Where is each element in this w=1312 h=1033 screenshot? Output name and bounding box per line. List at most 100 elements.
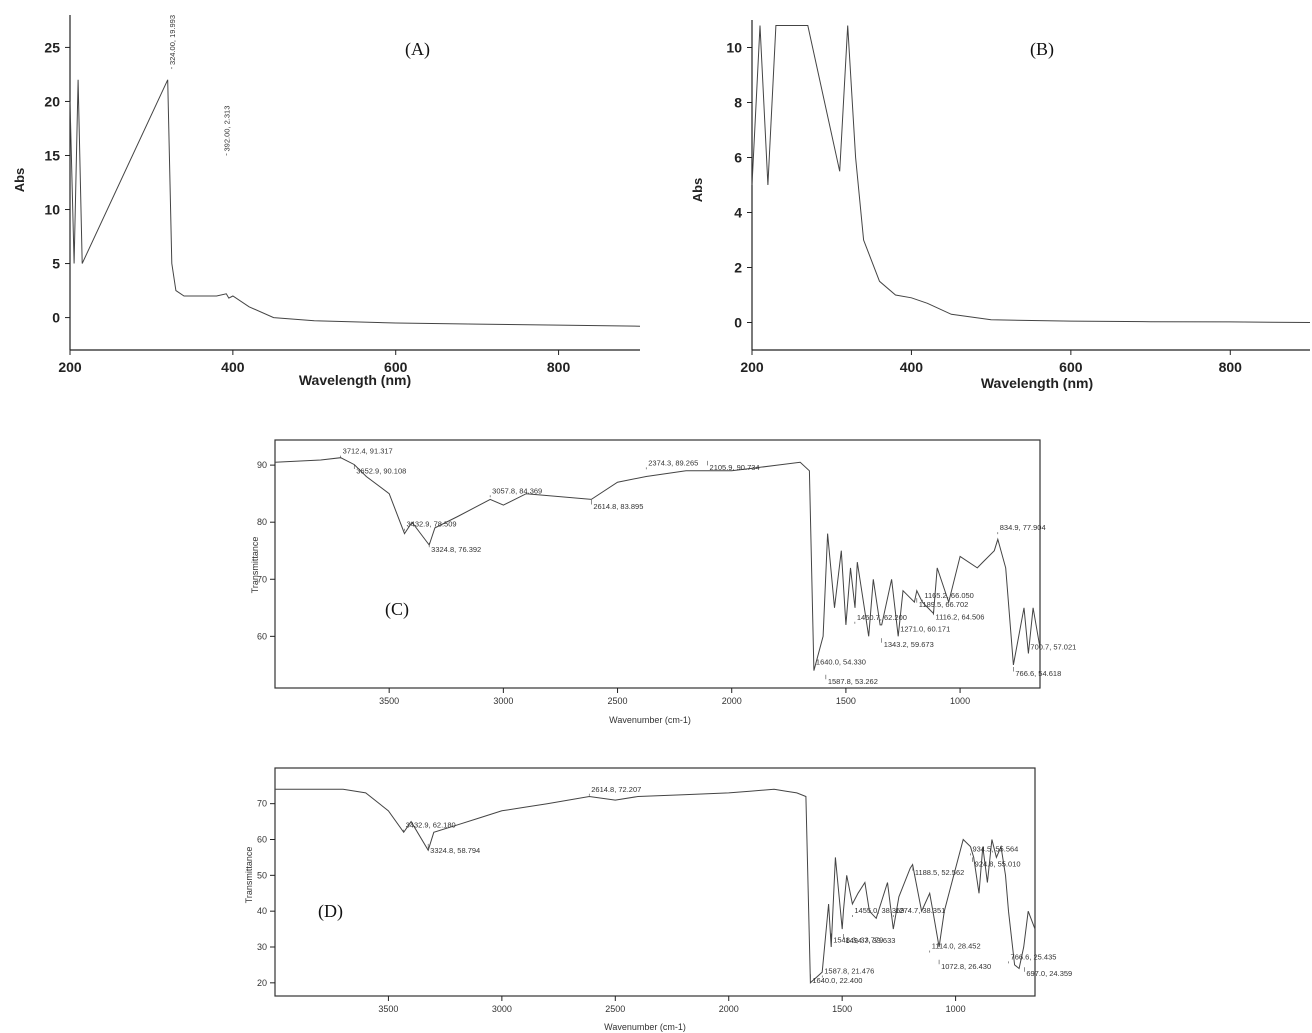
peak-label: 766.6, 54.618: [1015, 669, 1061, 678]
panel-a-spectrum-line: [69, 79, 641, 327]
panel-c: 3500 3000 2500 2000 1500 1000 60 70 80 90 Wavenum…: [250, 439, 1076, 725]
y-tick-label: 50: [257, 870, 267, 880]
y-tick-label: 10: [44, 202, 60, 218]
peak-label: 3432.9, 62.180: [406, 821, 456, 830]
panel-c-ylabel: Transmittance: [250, 537, 260, 594]
peak-label: 700.7, 57.021: [1030, 642, 1076, 651]
peak-label: 1165.2, 66.050: [924, 591, 974, 600]
y-tick-label: 5: [52, 256, 60, 272]
peak-label: 697.0, 24.359: [1026, 969, 1072, 978]
peak-label: 1189.5, 66.702: [919, 600, 969, 609]
y-tick-label: 6: [734, 150, 742, 166]
panel-a-title: (A): [405, 39, 430, 60]
peak-label: 3432.9, 78.509: [407, 520, 457, 529]
peak-label: 834.9, 77.904: [1000, 523, 1046, 532]
panel-d-ylabel: Transmittance: [244, 847, 254, 904]
panel-a-peak-labels: 324.00, 19.993 392.00, 2.313: [168, 15, 231, 156]
panel-d-spectrum-line: [275, 788, 1036, 984]
peak-label: 1343.2, 59.673: [884, 640, 934, 649]
x-tick-label: 3500: [379, 696, 399, 706]
x-tick-label: 200: [58, 359, 82, 375]
y-tick-label: 10: [726, 40, 742, 56]
peak-label: 3652.9, 90.108: [356, 467, 406, 476]
y-tick-label: 70: [257, 799, 267, 809]
x-tick-label: 1500: [836, 696, 856, 706]
y-tick-label: 4: [734, 205, 742, 221]
panel-c-title: (C): [385, 599, 409, 620]
y-tick-label: 25: [44, 39, 60, 55]
peak-label: 1640.0, 54.330: [816, 658, 866, 667]
panel-b-xlabel: Wavelength (nm): [981, 375, 1093, 391]
panel-a-ticks: 200 400 600 800 0 5 10 15 20 25: [44, 39, 570, 375]
peak-label: 392.00, 2.313: [222, 106, 231, 152]
peak-label: 1114.0, 28.452: [932, 942, 981, 951]
x-tick-label: 200: [740, 359, 764, 375]
peak-label: 3057.8, 84.369: [492, 486, 542, 495]
y-tick-label: 0: [734, 315, 742, 331]
peak-label: 3324.8, 58.794: [430, 846, 480, 855]
peak-label: 1548.3, 33.779: [833, 935, 883, 944]
panel-d-xlabel: Wavenumber (cm-1): [604, 1022, 686, 1032]
x-tick-label: 2500: [608, 696, 628, 706]
x-tick-label: 800: [1219, 359, 1243, 375]
y-tick-label: 90: [257, 460, 267, 470]
peak-label: 3324.8, 76.392: [431, 545, 481, 554]
y-tick-label: 8: [734, 95, 742, 111]
peak-label: 1116.2, 64.506: [936, 613, 985, 622]
peak-label: 2614.8, 72.207: [591, 785, 641, 794]
peak-label: 1188.5, 52.562: [915, 868, 965, 877]
panel-b-spectrum-line: [751, 25, 1311, 323]
panel-b-ticks: 200 400 600 800 0 2 4 6 8 10: [726, 40, 1242, 376]
y-tick-label: 15: [44, 147, 60, 163]
x-tick-label: 3000: [492, 1004, 512, 1014]
y-tick-label: 80: [257, 517, 267, 527]
x-tick-label: 2000: [719, 1004, 739, 1014]
panel-d-ticks: 3500 3000 2500 2000 1500 1000 20 30 40 50 60 70: [257, 799, 966, 1014]
panel-c-frame: [274, 439, 1041, 689]
panel-d-title: (D): [318, 901, 343, 922]
peak-label: 2105.9, 90.734: [710, 463, 760, 472]
y-tick-label: 70: [257, 574, 267, 584]
panel-a: (A) 200 400 600 800 0 5 10 15 20 25 Wavelength (n…: [12, 15, 641, 388]
peak-label: 1587.8, 53.262: [828, 677, 878, 686]
x-tick-label: 600: [384, 359, 408, 375]
x-tick-label: 600: [1059, 359, 1083, 375]
panel-d-frame: [274, 767, 1036, 997]
panel-b-title: (B): [1030, 39, 1054, 60]
panel-c-ticks: 3500 3000 2500 2000 1500 1000 60 70 80 90: [257, 460, 970, 706]
panel-a-xlabel: Wavelength (nm): [299, 372, 411, 388]
x-tick-label: 2500: [605, 1004, 625, 1014]
panel-a-ylabel: Abs: [12, 168, 27, 193]
peak-label: 2614.8, 83.895: [593, 502, 643, 511]
peak-label: 1274.7, 38.351: [895, 906, 945, 915]
peak-label: 1494.7, 33.633: [845, 936, 895, 945]
panel-d-peak-labels: 3432.9, 62.180 3324.8, 58.794 2614.8, 72.2…: [403, 785, 1072, 985]
y-tick-label: 20: [257, 978, 267, 988]
panel-b-ylabel: Abs: [690, 178, 705, 203]
panel-c-spectrum-line: [274, 457, 1041, 671]
peak-label: 1587.8, 21.476: [824, 967, 874, 976]
peak-label: 2374.3, 89.265: [648, 458, 698, 467]
panel-c-xlabel: Wavenumber (cm-1): [609, 715, 691, 725]
x-tick-label: 1000: [946, 1004, 966, 1014]
peak-label: 1640.0, 22.400: [812, 976, 862, 985]
x-tick-label: 800: [547, 359, 571, 375]
y-tick-label: 20: [44, 93, 60, 109]
x-tick-label: 1500: [832, 1004, 852, 1014]
peak-label: 1460.7, 62.200: [857, 613, 907, 622]
x-tick-label: 400: [221, 359, 245, 375]
panel-c-peak-labels: 3712.4, 91.317 3652.9, 90.108 3432.9, 78.5…: [340, 447, 1076, 686]
peak-label: 934.5, 55.564: [972, 844, 1018, 853]
y-tick-label: 60: [257, 631, 267, 641]
y-tick-label: 60: [257, 835, 267, 845]
x-tick-label: 3000: [493, 696, 513, 706]
y-tick-label: 2: [734, 260, 742, 276]
y-tick-label: 40: [257, 906, 267, 916]
y-tick-label: 0: [52, 310, 60, 326]
peak-label: 1271.0, 60.171: [900, 624, 950, 633]
panel-d: 3500 3000 2500 2000 1500 1000 20 30 40 50 60 70 Wav…: [244, 767, 1072, 1032]
x-tick-label: 3500: [378, 1004, 398, 1014]
peak-label: 924.8, 55.010: [975, 859, 1021, 868]
